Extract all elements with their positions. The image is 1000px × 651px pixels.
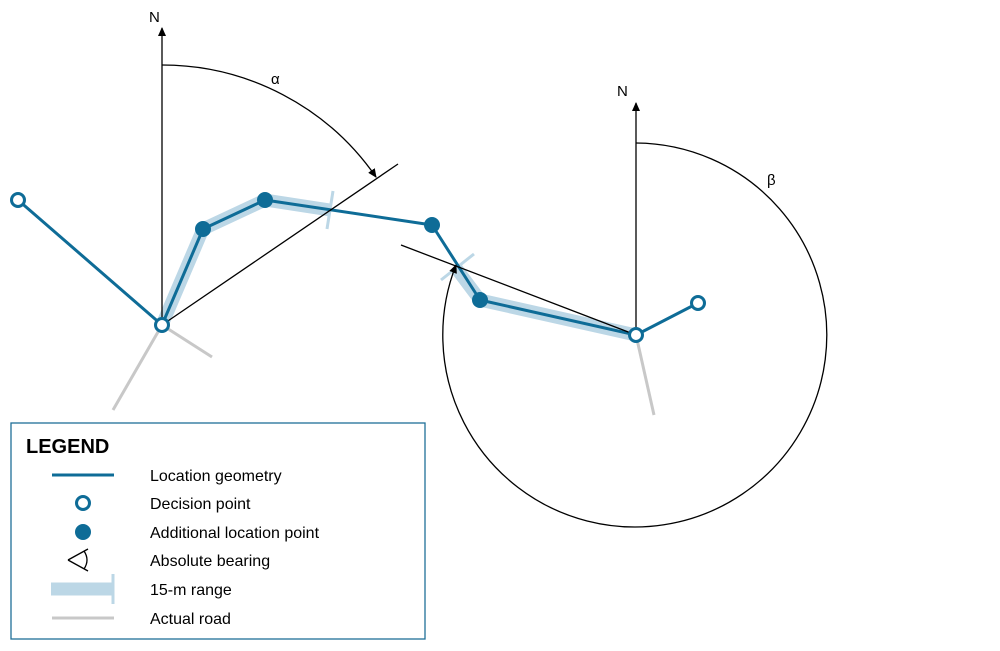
additional-location-point xyxy=(195,221,211,237)
north-label-right: N xyxy=(617,83,628,100)
legend: LEGEND Location geometry Decision point … xyxy=(10,422,426,640)
bearing-lines xyxy=(161,163,637,336)
additional-location-points xyxy=(195,192,488,308)
actual-road-segment xyxy=(111,324,164,411)
additional-location-point xyxy=(424,217,440,233)
legend-label-range-15m: 15-m range xyxy=(150,582,232,599)
bearing-arc-beta xyxy=(442,142,828,528)
decision-points xyxy=(10,192,706,343)
legend-absolute-bearing-icon xyxy=(67,548,89,572)
additional-location-point xyxy=(472,292,488,308)
legend-label-location-geometry: Location geometry xyxy=(150,468,282,485)
north-label-left: N xyxy=(149,9,160,26)
location-geometry xyxy=(17,198,699,337)
bearing-arcs xyxy=(161,64,828,528)
bearing-arc-alpha xyxy=(161,64,377,178)
range-15m-bands xyxy=(156,190,638,342)
bearing-line-start xyxy=(161,163,399,326)
decision-point xyxy=(628,327,644,343)
alpha-label: α xyxy=(271,71,280,88)
legend-label-decision-point: Decision point xyxy=(150,496,251,513)
decision-point xyxy=(10,192,26,208)
location-geometry-line xyxy=(17,198,699,337)
north-arrows xyxy=(158,27,640,335)
legend-label-actual-road: Actual road xyxy=(150,611,231,628)
decision-point xyxy=(690,295,706,311)
bearing-line-end xyxy=(400,244,637,336)
beta-label: β xyxy=(767,172,776,189)
legend-label-additional-location-point: Additional location point xyxy=(150,525,320,542)
legend-decision-point-symbol xyxy=(75,495,91,511)
decision-point xyxy=(154,317,170,333)
legend-label-absolute-bearing: Absolute bearing xyxy=(150,553,270,570)
legend-title: LEGEND xyxy=(26,436,109,458)
additional-location-point xyxy=(257,192,273,208)
actual-road-segment xyxy=(161,323,213,359)
legend-additional-location-point-symbol xyxy=(75,524,91,540)
actual-roads xyxy=(111,323,656,416)
actual-road-segment xyxy=(634,334,656,416)
